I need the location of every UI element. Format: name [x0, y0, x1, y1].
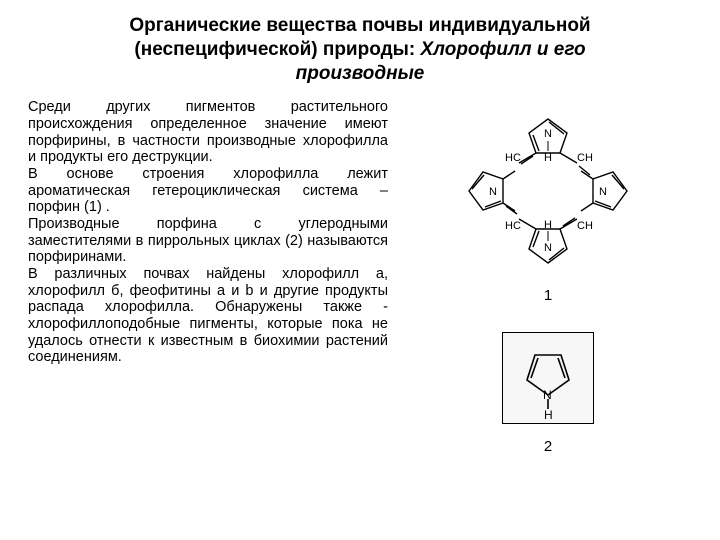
- content-row: Среди других пигментов растительного про…: [28, 99, 692, 455]
- figure-1: N H N H N: [433, 101, 663, 281]
- svg-text:N: N: [544, 242, 552, 254]
- svg-text:N: N: [599, 186, 607, 198]
- figure-1-caption: 1: [544, 287, 552, 304]
- paragraph-3: Производные порфина с углеродными замест…: [28, 216, 388, 266]
- title-line2-plain: (неспецифической) природы:: [134, 39, 420, 60]
- paragraph-2: В основе строения хлорофилла лежит арома…: [28, 166, 388, 216]
- pyrrole-structure: N H: [503, 333, 593, 423]
- title-line3-italic: производные: [296, 63, 425, 84]
- paragraph-4: В различных почвах найдены хлорофилл а, …: [28, 266, 388, 366]
- slide-title: Органические вещества почвы индивидуальн…: [28, 14, 692, 85]
- title-line2-italic: Хлорофилл и его: [420, 39, 585, 60]
- svg-text:N: N: [544, 128, 552, 140]
- porphin-structure: N H N H N: [433, 101, 663, 281]
- paragraph-1: Среди других пигментов растительного про…: [28, 99, 388, 166]
- svg-text:HC: HC: [505, 152, 521, 164]
- text-column: Среди других пигментов растительного про…: [28, 99, 388, 455]
- title-line1: Органические вещества почвы индивидуальн…: [129, 15, 590, 36]
- figure-2-caption: 2: [544, 438, 552, 455]
- svg-text:CH: CH: [577, 220, 593, 232]
- svg-text:CH: CH: [577, 152, 593, 164]
- svg-text:H: H: [544, 408, 553, 422]
- figure-column: N H N H N: [404, 99, 692, 455]
- svg-text:H: H: [544, 152, 552, 164]
- svg-text:HC: HC: [505, 220, 521, 232]
- svg-text:H: H: [544, 219, 552, 231]
- figure-2: N H: [502, 332, 594, 424]
- svg-text:N: N: [489, 186, 497, 198]
